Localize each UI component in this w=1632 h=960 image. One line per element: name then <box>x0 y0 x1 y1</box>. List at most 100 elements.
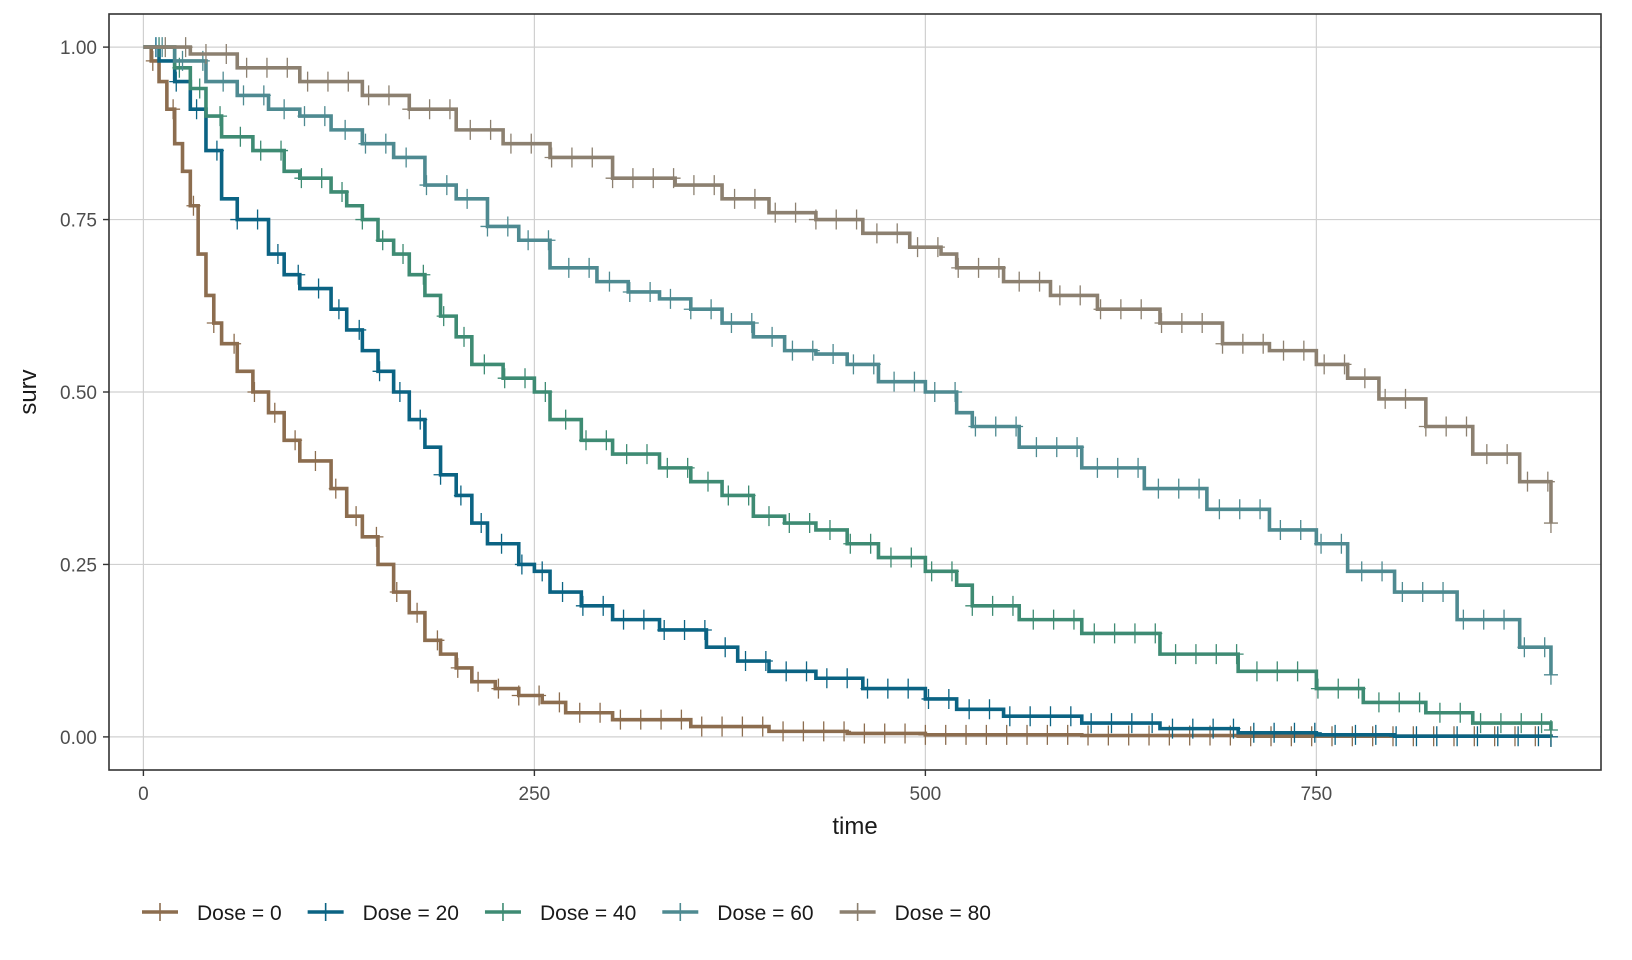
censor-mark <box>1375 561 1390 582</box>
censor-mark <box>674 709 689 730</box>
censor-mark <box>1029 437 1044 458</box>
censor-mark <box>979 724 994 745</box>
censor-mark <box>1543 513 1558 534</box>
censor-mark <box>819 668 834 689</box>
censor-mark <box>267 402 282 423</box>
censor-mark <box>277 99 292 120</box>
legend-label: Dose = 40 <box>540 902 636 925</box>
censor-mark <box>625 168 640 189</box>
legend-label: Dose = 0 <box>197 902 282 925</box>
series-1 <box>143 37 1558 747</box>
censor-mark <box>450 657 465 678</box>
censor-mark <box>877 723 892 744</box>
censor-mark <box>230 209 245 230</box>
censor-mark <box>514 554 529 575</box>
censor-mark <box>982 699 997 720</box>
censor-mark <box>869 223 884 244</box>
censor-mark <box>1020 724 1035 745</box>
censor-mark <box>718 637 733 658</box>
censor-mark <box>1104 713 1119 734</box>
censor-mark <box>1066 609 1081 630</box>
censor-mark <box>1127 623 1142 644</box>
censor-mark <box>1188 644 1203 665</box>
censor-mark <box>538 382 553 402</box>
censor-mark <box>378 133 393 154</box>
censor-mark <box>768 202 783 223</box>
censor-mark <box>890 223 905 244</box>
censor-mark <box>413 409 428 430</box>
censor-mark <box>381 85 396 106</box>
censor-mark <box>219 44 234 65</box>
legend-item-2: Dose = 40 <box>484 902 636 925</box>
censor-mark <box>1479 444 1494 465</box>
censor-mark <box>755 716 770 737</box>
censor-mark <box>1520 471 1535 492</box>
censor-mark <box>1264 726 1279 747</box>
grid-lines <box>109 14 1601 770</box>
censor-mark <box>1317 354 1332 375</box>
censor-mark <box>741 485 756 506</box>
series-3 <box>143 37 1558 685</box>
censor-mark <box>1453 702 1468 723</box>
x-axis-ticks: 0 250 500 750 <box>138 770 1332 805</box>
censor-mark <box>846 354 861 375</box>
censor-mark <box>480 216 495 237</box>
censor-mark <box>239 57 254 78</box>
censor-mark <box>572 702 587 723</box>
censor-mark <box>158 37 173 58</box>
y-tick-label: 1.00 <box>60 38 97 59</box>
censor-mark <box>1459 416 1474 437</box>
censor-mark <box>1081 725 1096 746</box>
censor-mark <box>331 299 346 320</box>
series-line <box>143 45 1553 675</box>
censor-mark <box>1398 388 1413 409</box>
censor-mark <box>457 326 472 347</box>
censor-mark <box>575 595 590 616</box>
censor-mark <box>1497 609 1512 630</box>
censor-mark <box>474 513 489 534</box>
censor-mark <box>1063 706 1078 727</box>
censor-mark <box>320 71 335 92</box>
censor-mark <box>389 582 404 603</box>
censor-mark <box>1284 726 1299 747</box>
censor-mark <box>1052 285 1067 306</box>
censor-mark <box>924 561 939 582</box>
censor-mark <box>666 168 681 189</box>
censor-mark <box>700 471 715 492</box>
censor-mark <box>927 382 942 402</box>
censor-mark <box>779 661 794 682</box>
censor-mark <box>1090 457 1105 478</box>
censor-mark <box>999 724 1014 745</box>
censor-mark <box>1348 724 1363 745</box>
censor-mark <box>436 306 451 327</box>
censor-mark <box>585 147 600 168</box>
censor-mark <box>1215 333 1230 354</box>
censor-mark <box>1246 722 1261 743</box>
series-2 <box>143 37 1558 740</box>
censor-mark <box>1073 285 1088 306</box>
censor-mark <box>198 44 213 65</box>
censor-mark <box>765 326 780 347</box>
censor-mark <box>1534 713 1549 734</box>
x-tick-label: 750 <box>1301 784 1333 805</box>
censor-mark <box>328 478 343 499</box>
censor-mark <box>300 71 315 92</box>
censor-mark <box>663 288 678 309</box>
censor-mark <box>1009 416 1024 437</box>
censor-mark <box>236 85 251 106</box>
censor-marks <box>158 37 1558 534</box>
censor-mark <box>613 709 628 730</box>
censor-mark <box>1002 706 1017 727</box>
censor-mark <box>1418 416 1433 437</box>
censor-marks <box>145 50 1558 747</box>
censor-mark <box>1436 582 1451 603</box>
censor-mark <box>1142 725 1157 746</box>
censor-mark <box>1368 724 1383 745</box>
censor-mark <box>1165 718 1180 739</box>
censor-mark <box>799 661 814 682</box>
censor-mark <box>1253 499 1268 520</box>
censor-mark <box>1476 609 1491 630</box>
censor-mark <box>808 209 823 230</box>
censor-mark <box>186 195 201 216</box>
censor-mark <box>206 313 221 334</box>
